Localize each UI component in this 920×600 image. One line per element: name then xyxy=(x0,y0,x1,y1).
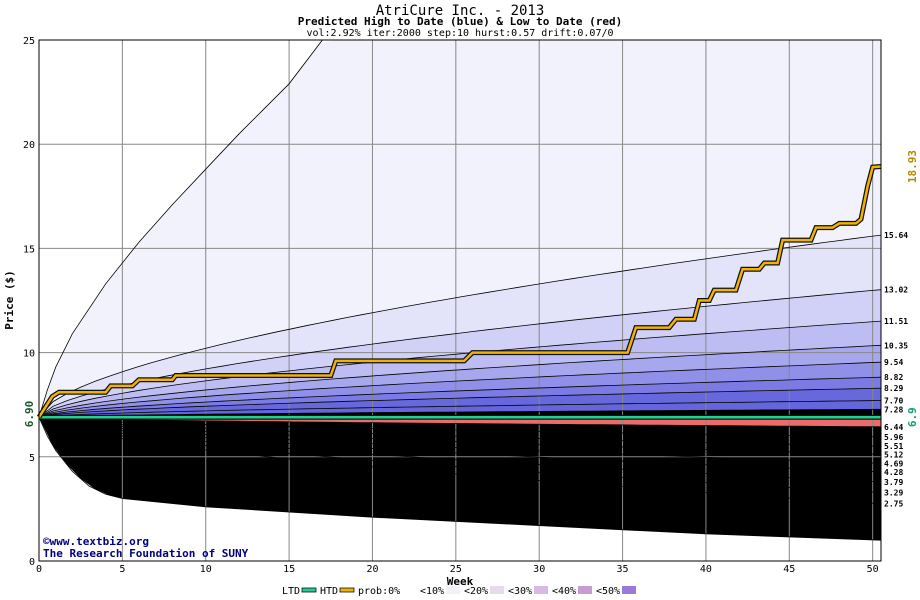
legend-label: HTD xyxy=(320,586,338,597)
legend-label: <20% xyxy=(464,586,488,597)
legend-swatch xyxy=(578,586,592,594)
low-curve-4 xyxy=(38,416,882,464)
chart-params: vol:2.92% iter:2000 step:10 hurst:0.57 d… xyxy=(306,28,613,39)
low-curve-3 xyxy=(38,416,882,455)
high-percentile-label: 7.28 xyxy=(884,405,903,414)
low-curve-1 xyxy=(38,416,882,438)
low-percentile-label: 5.96 xyxy=(884,433,903,442)
high-curve-8 xyxy=(38,408,882,418)
percentile-labels: 15.64 13.02 11.51 10.35 9.54 8.82 8.29 7.707.28… xyxy=(884,231,908,509)
legend-label: <30% xyxy=(508,586,532,597)
low-curve-8 xyxy=(38,416,882,505)
legend-swatch xyxy=(402,586,416,594)
high-percentile-label: 7.70 xyxy=(884,397,903,406)
low-percentile-label: 2.75 xyxy=(884,500,903,509)
y-tick-label: 0 xyxy=(29,557,35,568)
high-band-0 xyxy=(39,40,881,418)
percentile-curves xyxy=(38,39,882,541)
chart-subtitle: Predicted High to Date (blue) & Low to D… xyxy=(298,15,623,28)
legend-label: <10% xyxy=(420,586,444,597)
low-percentile-label: 4.69 xyxy=(884,459,903,468)
high-percentile-label: 11.51 xyxy=(884,317,908,326)
y-tick-label: 5 xyxy=(29,453,35,464)
watermark-org: The Research Foundation of SUNY xyxy=(43,547,249,560)
low-percentile-label: 3.79 xyxy=(884,478,903,487)
x-tick-label: 10 xyxy=(200,564,212,575)
high-curve-7 xyxy=(38,400,882,418)
high-curve-0 xyxy=(38,234,882,418)
low-curve-7 xyxy=(38,416,882,493)
legend-line-swatch xyxy=(301,587,317,593)
watermark-url: ©www.textbiz.org xyxy=(43,535,149,548)
low-curve-2 xyxy=(38,416,882,447)
legend-line-swatch xyxy=(339,587,355,593)
high-percentile-label: 13.02 xyxy=(884,286,908,295)
y-tick-label: 15 xyxy=(23,244,35,255)
x-tick-label: 40 xyxy=(700,564,712,575)
low-curve-6 xyxy=(38,416,882,483)
high-extreme-curve xyxy=(38,39,323,418)
x-tick-label: 25 xyxy=(450,564,462,575)
legend-label: <50% xyxy=(596,586,620,597)
y-axis-label: Price ($) xyxy=(3,270,16,330)
plot-frame xyxy=(38,39,882,562)
x-tick-label: 50 xyxy=(867,564,879,575)
low-percentile-label: 3.29 xyxy=(884,488,903,497)
x-tick-label: 30 xyxy=(533,564,545,575)
low-percentile-label: 5.12 xyxy=(884,450,903,459)
axes: 0 5 10 15 20 25 30 35 40 45 50 0 5 10 15 20 25 xyxy=(23,36,879,575)
y-tick-label: 10 xyxy=(23,349,35,360)
high-band-5 xyxy=(39,362,881,418)
high-curve-3 xyxy=(38,344,882,418)
high-band-4 xyxy=(39,345,881,418)
high-percentile-label: 8.82 xyxy=(884,373,903,382)
high-band-7 xyxy=(39,388,881,418)
legend: LTD HTD prob:0% <10% <20% <30% <40% <50% xyxy=(282,586,636,597)
legend-swatch xyxy=(534,586,548,594)
y-tick-label: 25 xyxy=(23,36,35,47)
high-curve-6 xyxy=(38,387,882,418)
probability-bands xyxy=(39,40,881,541)
high-band-1 xyxy=(39,235,881,418)
high-percentile-label: 10.35 xyxy=(884,341,908,350)
legend-label: prob:0% xyxy=(358,586,400,597)
price-paths xyxy=(36,164,882,420)
legend-swatch xyxy=(446,586,460,594)
low-percentile-label: 5.51 xyxy=(884,442,903,451)
high-band-8 xyxy=(39,400,881,418)
x-tick-label: 15 xyxy=(283,564,295,575)
y-tick-label: 20 xyxy=(23,140,35,151)
legend-swatch xyxy=(622,586,636,594)
high-percentile-label: 15.64 xyxy=(884,231,908,240)
low-curve-5 xyxy=(38,416,882,473)
chart-title: AtriCure Inc. - 2013 xyxy=(376,3,545,19)
legend-swatch xyxy=(490,586,504,594)
x-tick-label: 5 xyxy=(119,564,125,575)
x-tick-label: 45 xyxy=(783,564,795,575)
low-extreme-curve xyxy=(38,417,882,541)
high-percentile-label: 8.29 xyxy=(884,384,903,393)
low-percentile-label: 6.44 xyxy=(884,423,903,432)
legend-label: <40% xyxy=(552,586,576,597)
high-curve-5 xyxy=(38,376,882,418)
ltd-final-label: 6.9 xyxy=(906,407,919,427)
x-tick-label: 0 xyxy=(36,564,42,575)
high-curve-4 xyxy=(38,361,882,418)
high-band-3 xyxy=(39,321,881,418)
high-curve-2 xyxy=(38,320,882,418)
x-tick-label: 35 xyxy=(617,564,629,575)
htd-final-label: 18.93 xyxy=(906,150,919,183)
htd-path xyxy=(37,165,882,418)
legend-label: LTD xyxy=(282,586,300,597)
low-curve-0 xyxy=(38,416,882,428)
start-price-label: 6.90 xyxy=(23,401,36,428)
high-band-6 xyxy=(39,377,881,418)
x-axis-label: Week xyxy=(447,575,474,588)
high-percentile-label: 9.54 xyxy=(884,358,903,367)
low-percentile-label: 4.28 xyxy=(884,468,903,477)
x-tick-label: 20 xyxy=(366,564,378,575)
